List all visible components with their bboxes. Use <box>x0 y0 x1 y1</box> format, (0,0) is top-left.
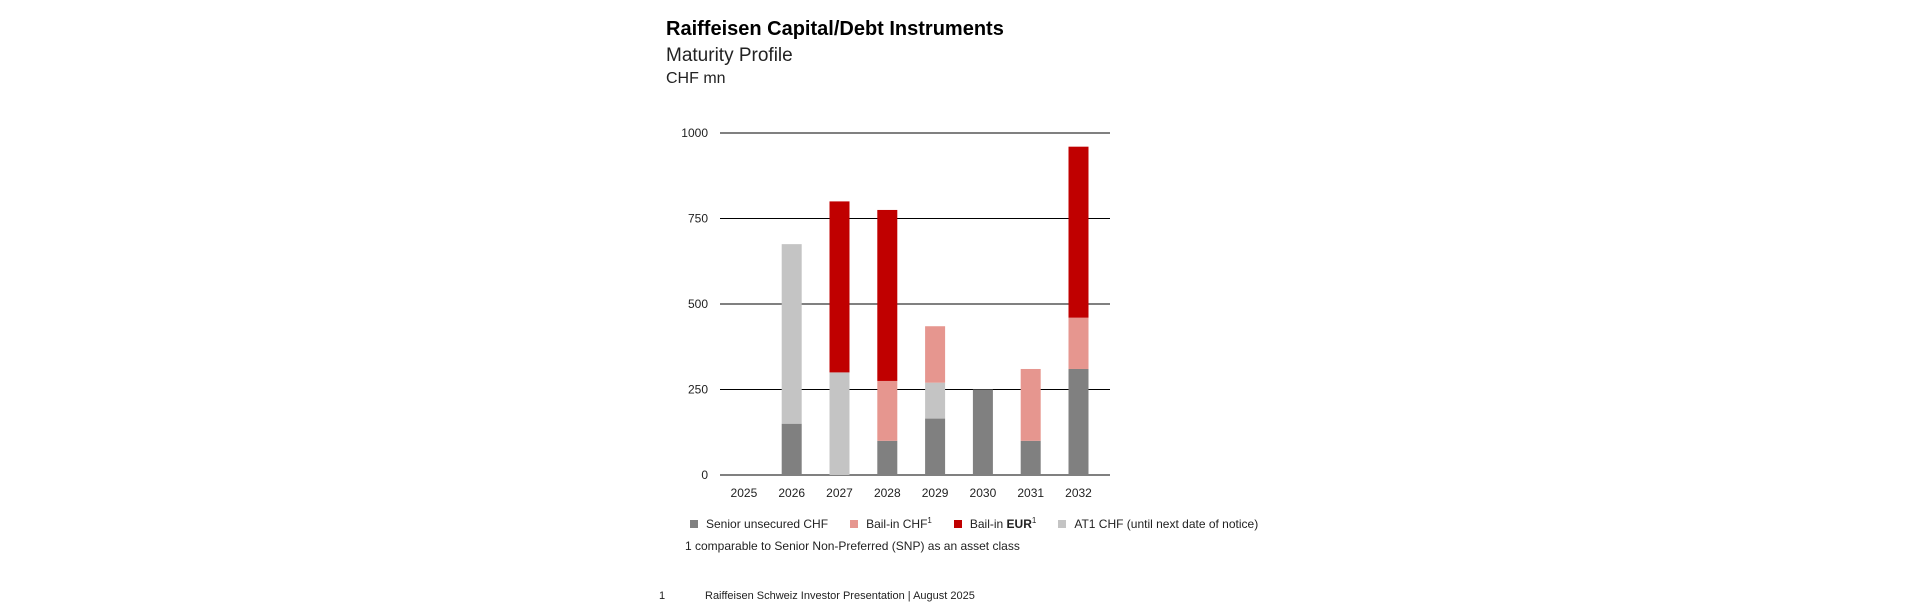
bar-2028-series-3 <box>877 209 898 381</box>
x-tick-label-2025: 2025 <box>731 486 758 500</box>
page-number: 1 <box>659 590 666 602</box>
bar-2031-series-2 <box>1020 368 1041 441</box>
legend-item-at1: AT1 CHF (until next date of notice) <box>1058 517 1258 531</box>
legend-swatch-bailin-chf <box>850 520 859 528</box>
y-tick-label-500: 500 <box>688 297 708 311</box>
legend-item-bailin-eur: Bail-in EUR1 <box>953 516 1037 532</box>
maturity-profile-chart: 0 250 500 750 1000 2025 2026 2027 2028 2029 2030 20… <box>681 126 1110 500</box>
legend-swatch-at1 <box>1058 520 1067 528</box>
bar-2028-series-0 <box>877 440 898 475</box>
bar-2028-series-2 <box>877 380 898 441</box>
bar-2029-series-2 <box>925 326 946 383</box>
legend-label-bailin-chf: Bail-in CHF1 <box>866 516 932 532</box>
bar-2029-series-1 <box>925 382 946 419</box>
legend-item-senior: Senior unsecured CHF <box>690 517 828 531</box>
chart-title: Raiffeisen Capital/Debt Instruments <box>666 18 1004 40</box>
bar-2032-series-2 <box>1068 317 1089 369</box>
legend-label-at1: AT1 CHF (until next date of notice) <box>1074 517 1259 531</box>
y-tick-label-750: 750 <box>688 212 708 226</box>
legend-label-senior: Senior unsecured CHF <box>706 517 829 531</box>
bar-2027-series-3 <box>829 201 850 373</box>
bar-2026-series-1 <box>781 244 802 424</box>
y-tick-label-0: 0 <box>701 468 708 482</box>
bar-2029-series-0 <box>925 418 946 475</box>
bar-2026-series-0 <box>781 423 802 475</box>
legend-swatch-bailin-eur <box>953 520 962 528</box>
x-tick-label-2029: 2029 <box>922 486 949 500</box>
legend-label-bailin-eur: Bail-in EUR1 <box>969 516 1037 532</box>
x-tick-label-2031: 2031 <box>1017 486 1044 500</box>
x-tick-label-2028: 2028 <box>874 486 901 500</box>
footnote: 1 comparable to Senior Non-Preferred (SN… <box>685 539 1020 553</box>
footer-text: Raiffeisen Schweiz Investor Presentation… <box>705 590 975 602</box>
x-tick-label-2026: 2026 <box>778 486 805 500</box>
bar-2032-series-0 <box>1068 368 1089 475</box>
x-tick-label-2027: 2027 <box>826 486 853 500</box>
legend-item-bailin-chf: Bail-in CHF1 <box>850 517 932 531</box>
bar-2030-series-0 <box>972 389 993 475</box>
bar-2027-series-1 <box>829 372 850 475</box>
y-tick-label-1000: 1000 <box>681 126 708 140</box>
bar-2031-series-0 <box>1020 440 1041 475</box>
chart-subtitle: Maturity Profile <box>666 45 793 66</box>
x-tick-label-2030: 2030 <box>970 486 997 500</box>
legend: Senior unsecured CHF Bail-in CHF1 Bail-i… <box>690 517 1258 531</box>
legend-swatch-senior <box>690 520 698 528</box>
y-tick-label-250: 250 <box>688 383 708 397</box>
x-tick-label-2032: 2032 <box>1065 486 1092 500</box>
unit-label: CHF mn <box>666 70 726 87</box>
bar-2032-series-3 <box>1068 146 1089 318</box>
